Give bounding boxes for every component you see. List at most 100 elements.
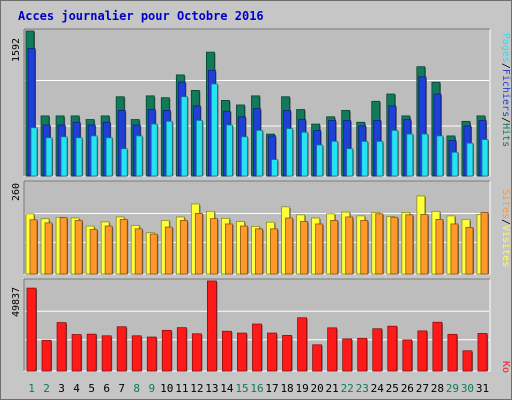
- day-label-4: 4: [73, 382, 80, 395]
- pages-bar-24: [376, 140, 384, 177]
- ko-bar-4: [71, 334, 82, 372]
- sites-bar-16: [255, 228, 263, 275]
- sites-bar-9: [149, 233, 158, 275]
- sites-visits-panel: [23, 180, 491, 275]
- pages-bar-15: [241, 136, 248, 177]
- pages-bar-8: [135, 135, 143, 177]
- pages-bar-27: [421, 133, 429, 177]
- pages-bar-25: [391, 130, 399, 177]
- day-label-22: 22: [341, 382, 354, 395]
- sites-bar-15: [240, 225, 248, 275]
- ko-bar-30: [462, 350, 473, 372]
- sites-bar-29: [450, 223, 459, 275]
- ko-bar-25: [387, 325, 398, 372]
- ko-bar-27: [417, 330, 428, 372]
- sites-bar-19: [300, 221, 308, 275]
- sites-bar-24: [375, 213, 384, 275]
- ko-bar-9: [146, 336, 157, 372]
- ko-bar-7: [116, 326, 127, 372]
- pages-bar-4: [75, 137, 83, 177]
- pages-bar-18: [286, 128, 293, 177]
- day-label-7: 7: [118, 382, 125, 395]
- sites-bar-7: [119, 218, 128, 275]
- day-label-10: 10: [160, 382, 173, 395]
- sites-bar-2: [44, 222, 53, 275]
- ko-bar-24: [372, 328, 383, 372]
- pages-bar-31: [481, 139, 489, 177]
- pages-bar-7: [120, 148, 128, 177]
- day-label-15: 15: [235, 382, 248, 395]
- ko-bar-3: [56, 322, 67, 372]
- panel1-ymax-label: 1592: [11, 38, 22, 62]
- pages-bar-9: [150, 123, 158, 177]
- day-label-23: 23: [356, 382, 369, 395]
- legend-hits: Hits: [500, 123, 511, 147]
- ko-bar-16: [252, 323, 262, 372]
- day-label-25: 25: [386, 382, 399, 395]
- ko-bar-10: [161, 329, 172, 372]
- pages-bar-21: [331, 140, 339, 177]
- ko-bar-19: [297, 317, 307, 372]
- legend-visits: Visites: [500, 225, 511, 267]
- ko-bar-26: [402, 339, 413, 372]
- day-label-8: 8: [133, 382, 140, 395]
- day-label-18: 18: [280, 382, 293, 395]
- ko-bar-11: [176, 327, 187, 372]
- ko-bar-1: [26, 287, 37, 372]
- ko-bar-5: [86, 333, 97, 372]
- pages-bar-10: [165, 120, 173, 177]
- panel3-ymax-label: 49837: [11, 287, 22, 317]
- pages-bar-19: [301, 131, 308, 177]
- day-label-2: 2: [43, 382, 50, 395]
- sites-bar-26: [405, 214, 414, 275]
- sites-bar-21: [330, 220, 339, 275]
- ko-bar-15: [237, 332, 247, 372]
- day-label-27: 27: [416, 382, 429, 395]
- sites-bar-1: [29, 219, 38, 275]
- sites-bar-8: [134, 228, 143, 275]
- sites-bar-27: [420, 214, 429, 275]
- pages-bar-13: [210, 83, 218, 177]
- pages-bar-2: [45, 137, 53, 177]
- day-label-19: 19: [295, 382, 308, 395]
- legend-sep-1: /: [500, 63, 511, 69]
- day-label-17: 17: [265, 382, 278, 395]
- sites-bar-17: [270, 228, 278, 275]
- ko-bar-14: [222, 330, 232, 372]
- hits-files-pages-panel: [23, 28, 491, 177]
- ko-bar-17: [267, 332, 277, 372]
- sites-bar-12: [194, 213, 203, 275]
- ko-bar-28: [432, 321, 443, 372]
- pages-bar-26: [406, 133, 414, 177]
- sites-bar-20: [315, 223, 324, 275]
- ko-bar-21: [327, 327, 338, 372]
- pages-bar-23: [361, 140, 369, 177]
- day-label-26: 26: [401, 382, 414, 395]
- sites-bar-18: [285, 217, 293, 275]
- legend-files: Fichiers: [500, 69, 511, 117]
- pages-bar-11: [180, 96, 188, 177]
- sites-bar-22: [345, 216, 354, 275]
- ko-bar-29: [447, 333, 458, 372]
- pages-bar-5: [90, 135, 98, 177]
- day-label-1: 1: [28, 382, 35, 395]
- day-label-14: 14: [220, 382, 234, 395]
- ko-bar-20: [312, 344, 323, 372]
- sites-bar-31: [480, 211, 489, 275]
- sites-bar-11: [179, 220, 188, 275]
- legend-sites: Sites: [500, 189, 511, 219]
- sites-bar-4: [74, 220, 83, 275]
- ko-bar-13: [206, 280, 217, 372]
- ko-bar-12: [191, 333, 202, 372]
- sites-bar-28: [435, 218, 444, 275]
- day-label-6: 6: [103, 382, 110, 395]
- pages-bar-28: [436, 135, 444, 177]
- ko-bar-22: [342, 338, 353, 372]
- sites-bar-6: [104, 225, 113, 275]
- day-label-24: 24: [371, 382, 385, 395]
- day-label-11: 11: [175, 382, 188, 395]
- sites-bar-13: [209, 218, 218, 275]
- legend-pages: Pages: [500, 33, 511, 63]
- pages-bar-16: [256, 130, 263, 177]
- sites-bar-10: [164, 226, 173, 275]
